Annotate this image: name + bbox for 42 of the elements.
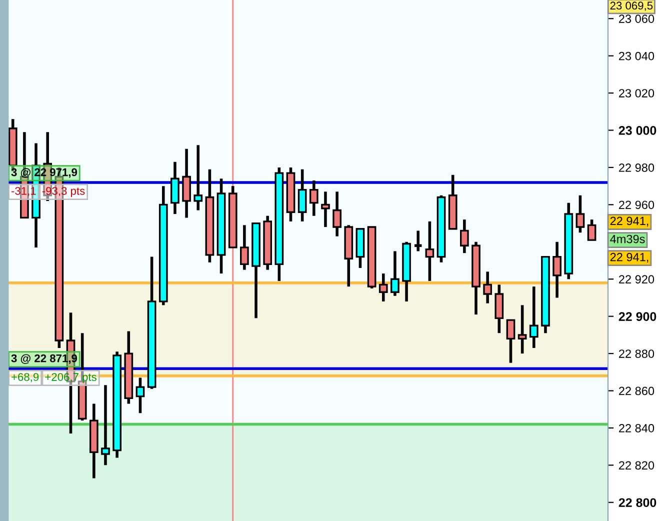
- ref-line-label: 3 @ 22 971,9: [11, 168, 78, 178]
- candlestick: [506, 318, 516, 364]
- candlestick: [518, 304, 527, 355]
- candlestick: [576, 194, 585, 234]
- y-tick-label: 23 000: [618, 126, 656, 135]
- y-tick-label: 22 960: [619, 200, 654, 210]
- y-tick-label: 23 020: [619, 89, 654, 98]
- text: 22 941,: [610, 216, 648, 227]
- candlestick: [136, 376, 145, 414]
- candlestick: [460, 218, 469, 254]
- text: 4m39s: [610, 234, 645, 244]
- y-tick-label: 22 820: [619, 461, 654, 470]
- candlestick: [194, 144, 203, 212]
- y-tick-label: 22 880: [619, 350, 654, 358]
- candlestick: [309, 179, 318, 218]
- candlestick: [587, 218, 596, 242]
- candlestick: [529, 285, 538, 350]
- text: 23 069,5: [610, 2, 653, 11]
- annotation: +206,7 pts: [45, 373, 96, 384]
- candlestick: [390, 250, 400, 298]
- y-tick-label: 22 900: [618, 312, 656, 321]
- y-tick-label: 23 060: [619, 14, 654, 23]
- annotation: +68,9: [12, 373, 39, 382]
- y-tick-label: 22 980: [619, 164, 654, 172]
- candlestick: [425, 220, 434, 282]
- candlestick: [298, 168, 307, 223]
- y-tick-label: 22 840: [619, 424, 654, 432]
- y-tick-label: 23 040: [619, 52, 654, 60]
- ref-line-label: 3 @ 22 871,9: [11, 354, 78, 364]
- candlestick: [483, 270, 492, 305]
- y-tick-label: 22 800: [618, 498, 656, 508]
- annotation: -31,1: [11, 186, 36, 196]
- candlestick: [321, 190, 330, 228]
- y-tick-label: 22 860: [619, 386, 654, 396]
- candlestick: [240, 224, 249, 272]
- candlestick: [101, 384, 110, 467]
- candlestick: [378, 272, 388, 303]
- y-tick-label: 22 920: [619, 275, 654, 284]
- candlestick: [413, 229, 424, 253]
- candlestick: [332, 190, 342, 238]
- text: 22 941,: [610, 252, 648, 263]
- candlestick: [552, 240, 562, 300]
